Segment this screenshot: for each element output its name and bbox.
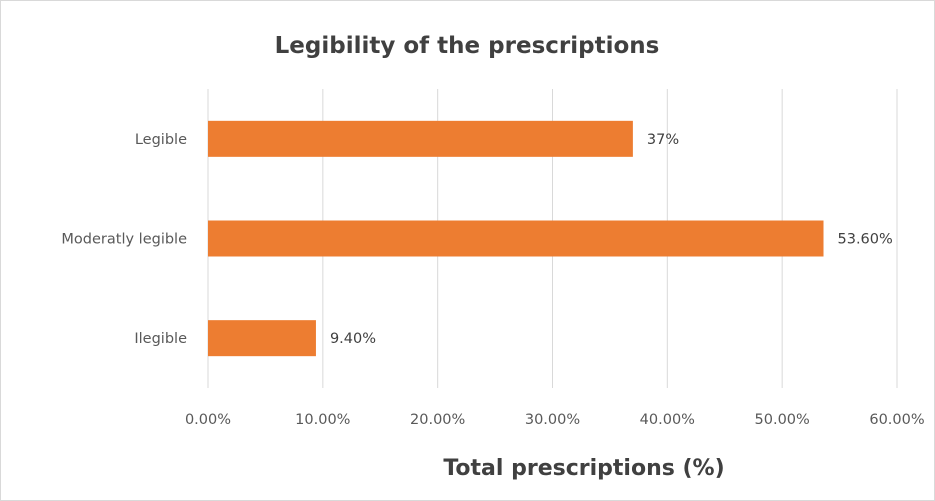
data-label: 37% [647, 132, 679, 148]
x-tick-label: 10.00% [295, 412, 350, 428]
data-labels: 37% 53.60% 9.40% [330, 132, 893, 347]
data-label: 9.40% [330, 331, 376, 347]
x-tick-label: 60.00% [869, 412, 924, 428]
x-tick-label: 40.00% [640, 412, 695, 428]
y-category-label: Moderatly legible [61, 232, 187, 248]
x-axis-title: Total prescriptions (%) [443, 456, 724, 481]
chart-title: Legibility of the prescriptions [275, 33, 660, 59]
y-axis-categories: Legible Moderatly legible Ilegible [61, 132, 187, 347]
data-label: 53.60% [838, 232, 893, 248]
x-axis-ticks: 0.00% 10.00% 20.00% 30.00% 40.00% 50.00% 60.00… [185, 412, 925, 428]
bar [208, 120, 633, 157]
bars [208, 120, 824, 357]
x-tick-label: 30.00% [525, 412, 580, 428]
bar [208, 220, 824, 257]
x-tick-label: 50.00% [755, 412, 810, 428]
x-tick-label: 20.00% [410, 412, 465, 428]
x-tick-label: 0.00% [185, 412, 231, 428]
y-category-label: Legible [135, 132, 187, 148]
bar [208, 320, 316, 357]
y-category-label: Ilegible [134, 331, 187, 347]
